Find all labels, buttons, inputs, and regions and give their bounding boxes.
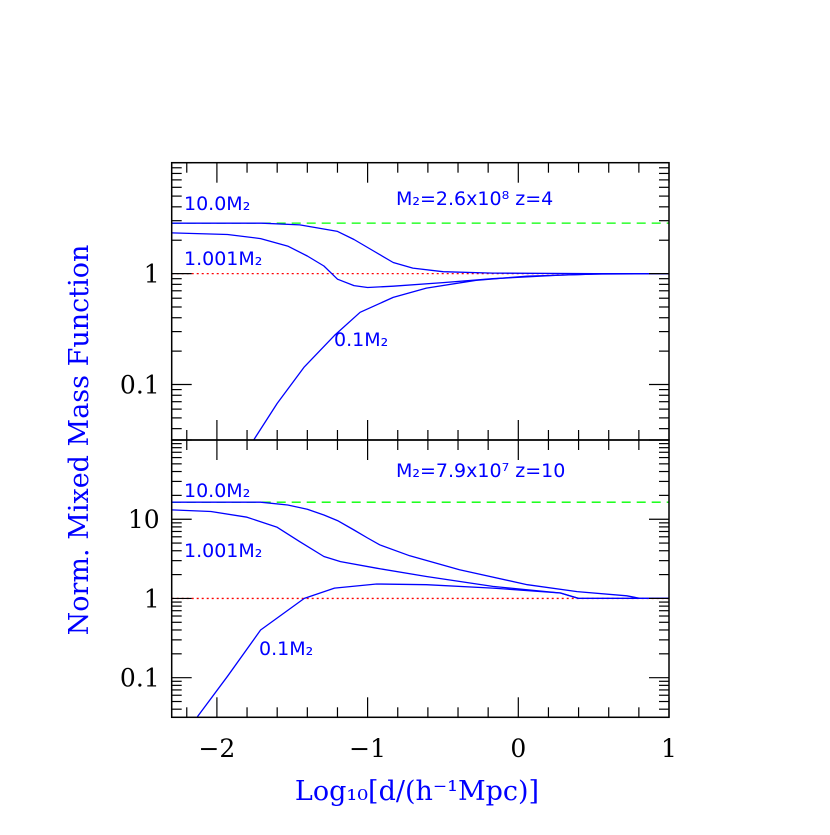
- bottom-y-tick-label: 1: [144, 584, 160, 613]
- x-tick-label: 0: [510, 734, 526, 763]
- x-tick-label: 1: [661, 734, 677, 763]
- top-y-tick-label: 0.1: [120, 371, 160, 400]
- top-series-line-0: [171, 222, 669, 275]
- bottom-label-1001M2: 1.001M₂: [184, 540, 262, 562]
- y-axis-label: Norm. Mixed Mass Function: [64, 245, 95, 636]
- top-series-line-2: [253, 272, 669, 440]
- x-axis-label: Log₁₀[d/(h⁻¹Mpc)]: [295, 776, 539, 807]
- bottom-label-01M2: 0.1M₂: [259, 638, 313, 660]
- bottom-series-line-0: [171, 501, 669, 600]
- bottom-y-tick-label: 0.1: [120, 664, 160, 693]
- bottom-annotation: M₂=7.9x10⁷ z=10: [396, 460, 565, 482]
- x-tick-label: −2: [198, 734, 235, 763]
- bottom-label-10M2: 10.0M₂: [184, 480, 250, 502]
- x-tick-label: −1: [349, 734, 386, 763]
- top-annotation: M₂=2.6x10⁸ z=4: [396, 188, 553, 210]
- bottom-y-tick-label: 10: [128, 505, 160, 534]
- top-label-10M2: 10.0M₂: [184, 193, 250, 215]
- top-label-1001M2: 1.001M₂: [184, 248, 262, 270]
- top-y-tick-label: 1: [144, 260, 160, 289]
- bottom-plot-frame: [170, 439, 670, 719]
- bottom-series-line-2: [196, 583, 669, 718]
- top-label-01M2: 0.1M₂: [334, 329, 388, 351]
